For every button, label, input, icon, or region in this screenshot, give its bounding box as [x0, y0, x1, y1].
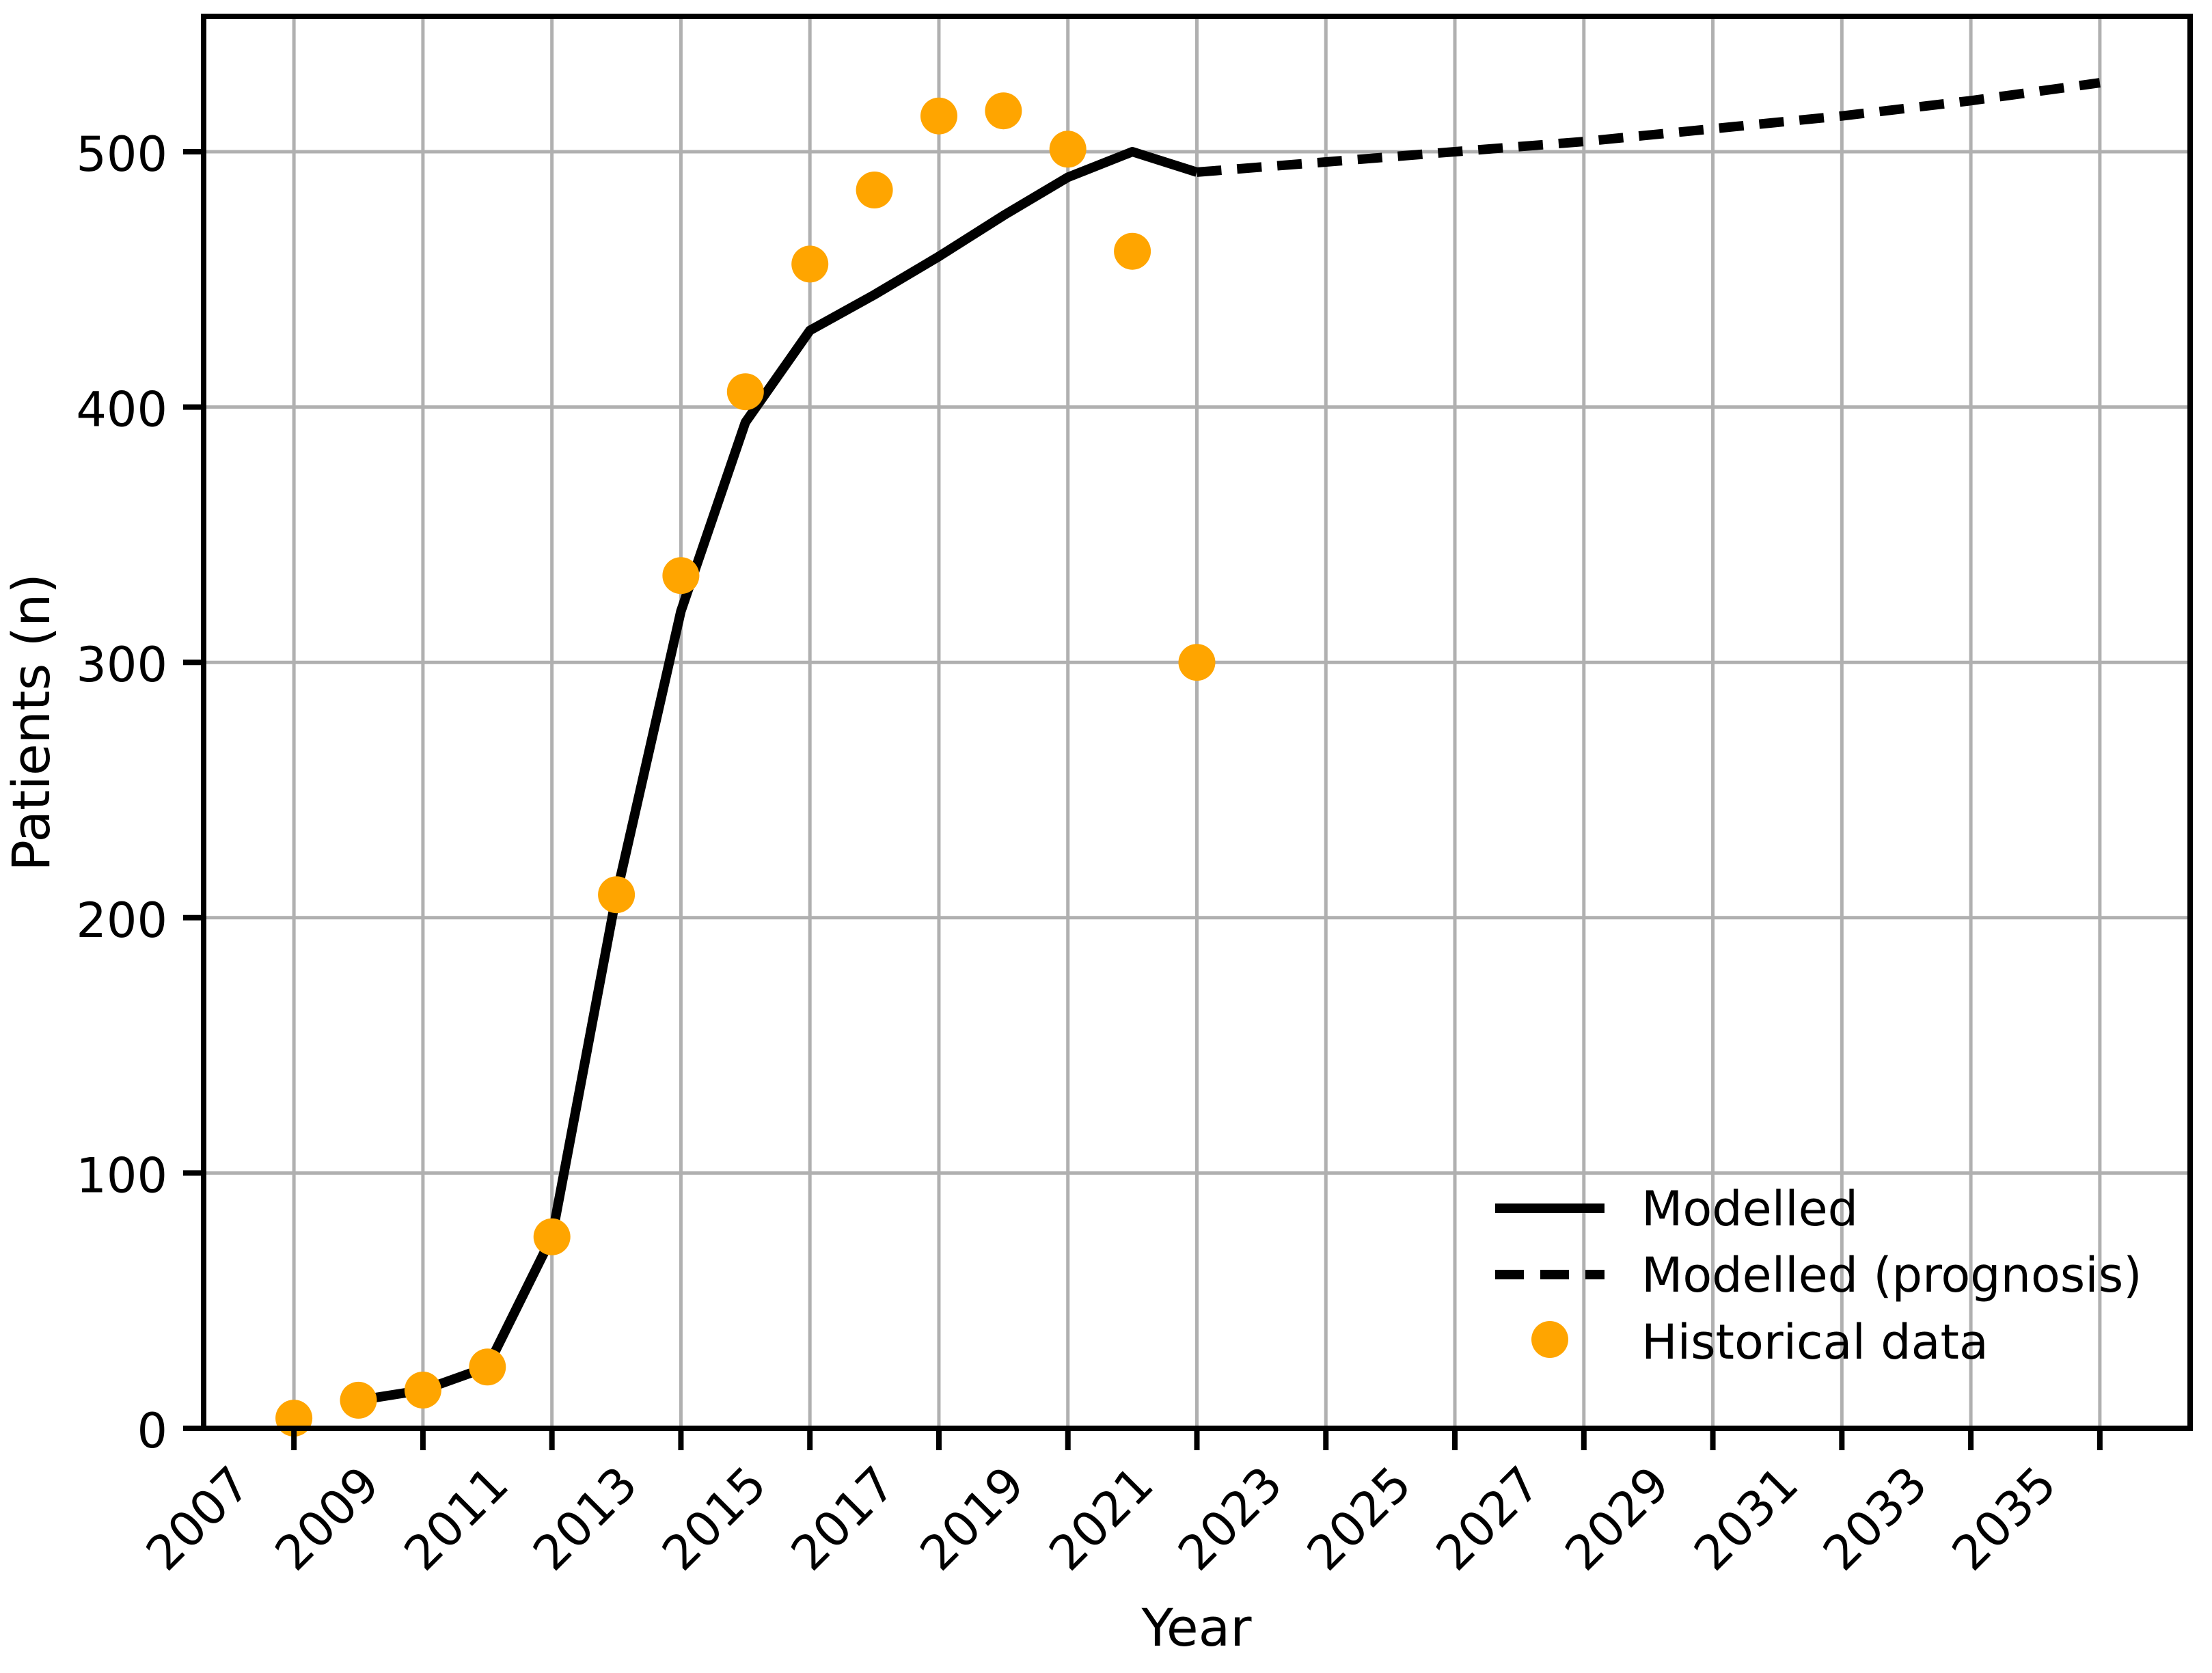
historical-data-point — [1178, 644, 1216, 681]
historical-data-point — [404, 1372, 441, 1409]
legend-label-modelled: Modelled — [1641, 1181, 1858, 1237]
legend: Modelled Modelled (prognosis) Historical… — [1495, 1181, 2142, 1370]
modelled-line — [357, 147, 1199, 1405]
legend-label-prognosis: Modelled (prognosis) — [1641, 1247, 2142, 1303]
x-tick-label: 2027 — [1425, 1456, 1551, 1581]
historical-data-point — [791, 245, 829, 283]
x-tick-label: 2009 — [264, 1456, 390, 1581]
tick-layer — [183, 149, 2103, 1450]
historical-data-point — [726, 373, 764, 411]
x-tick-label: 2029 — [1555, 1456, 1680, 1581]
historical-data-point — [340, 1381, 377, 1419]
y-tick-label: 400 — [76, 382, 167, 438]
legend-label-historical: Historical data — [1641, 1314, 1989, 1370]
x-tick-label: 2021 — [1039, 1456, 1164, 1581]
x-tick-label: 2035 — [1941, 1456, 2067, 1581]
x-tick-label: 2019 — [910, 1456, 1035, 1581]
historical-data-point — [533, 1218, 571, 1255]
x-tick-label: 2033 — [1812, 1456, 1938, 1581]
legend-dot-swatch — [1531, 1321, 1568, 1358]
historical-data-point — [985, 92, 1022, 130]
x-tick-label: 2023 — [1167, 1456, 1293, 1581]
y-tick-label: 300 — [76, 637, 167, 693]
series-layer — [275, 78, 2101, 1437]
historical-data-point — [598, 876, 636, 914]
x-tick-label: 2011 — [394, 1456, 519, 1581]
historical-data-point — [469, 1348, 506, 1386]
x-tick-label: 2015 — [651, 1456, 777, 1581]
x-tick-label: 2017 — [780, 1456, 906, 1581]
y-tick-label: 100 — [76, 1147, 167, 1203]
historical-data-point — [856, 172, 893, 208]
x-tick-label: 2007 — [135, 1456, 261, 1581]
x-tick-label: 2013 — [522, 1456, 648, 1581]
historical-data-point — [662, 557, 700, 595]
y-tick-label: 500 — [76, 126, 167, 182]
historical-data-point — [920, 97, 957, 135]
y-tick-label: 200 — [76, 893, 167, 949]
modelled-prognosis-line — [1196, 78, 2101, 177]
y-tick-label: 0 — [137, 1403, 167, 1459]
historical-data-point — [1049, 131, 1087, 168]
grid-layer — [204, 16, 2190, 1430]
x-tick-label: 2025 — [1296, 1456, 1422, 1581]
y-axis-label: Patients (n) — [1, 573, 62, 871]
x-axis-label: Year — [1141, 1597, 1253, 1658]
x-tick-label: 2031 — [1683, 1456, 1809, 1581]
historical-data-point — [1114, 232, 1151, 270]
